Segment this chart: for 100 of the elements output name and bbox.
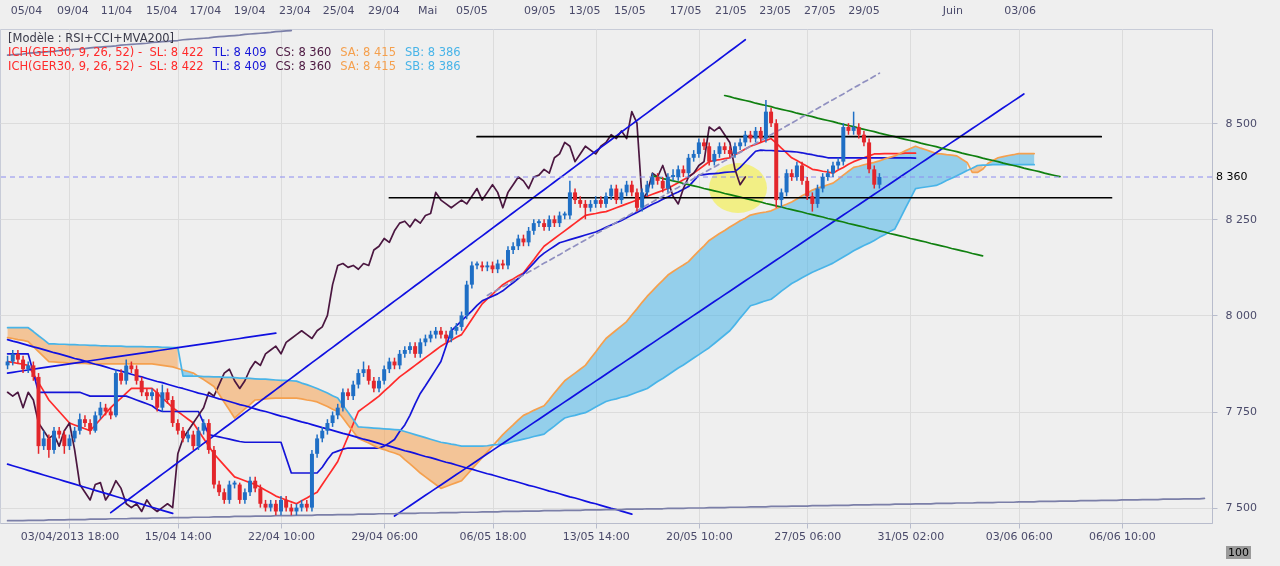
candlestick	[665, 172, 670, 194]
candlestick	[696, 137, 701, 159]
text: Juin	[942, 4, 964, 17]
candlestick	[640, 187, 645, 213]
line-series	[6, 163, 1036, 447]
text: 25/04	[322, 4, 355, 17]
line-series	[6, 497, 1206, 522]
line-series	[6, 29, 293, 56]
candlestick	[93, 410, 98, 434]
annotation: TL: 8 409	[212, 45, 267, 59]
candlestick	[31, 360, 36, 382]
annotation: SB: 8 386	[404, 59, 461, 73]
candlestick	[872, 164, 877, 190]
candlestick	[150, 387, 155, 401]
x-tick-label: 22/04 10:00	[248, 529, 315, 543]
candlestick	[794, 160, 799, 182]
candlestick	[160, 383, 165, 413]
y-tick-label: 7 500	[1225, 501, 1257, 515]
candlestick	[598, 195, 603, 209]
annotation: TL: 8 409	[212, 59, 267, 73]
candlestick	[155, 387, 160, 413]
candlestick	[815, 183, 820, 209]
candlestick	[779, 187, 784, 209]
candlestick	[258, 483, 263, 509]
candlestick	[536, 218, 541, 228]
candlestick	[686, 153, 691, 178]
text: 100	[1226, 546, 1251, 559]
candlestick	[196, 426, 201, 451]
y-tick-label: 8 500	[1225, 116, 1257, 130]
candlestick	[542, 218, 547, 232]
candlestick	[279, 495, 283, 517]
ref-line-label: 8 360	[1216, 170, 1248, 184]
y-tick-label: 8 250	[1225, 212, 1257, 226]
candlestick	[356, 368, 361, 390]
candlestick	[820, 172, 825, 194]
candlestick	[134, 364, 139, 386]
candlestick	[707, 141, 712, 167]
candlestick	[170, 395, 175, 428]
candlestick	[191, 429, 196, 451]
candlestick	[237, 481, 242, 505]
candlestick	[366, 364, 371, 386]
x-tick-label: 03/04/2013 18:00	[20, 529, 120, 543]
y-tick-label: 8 000	[1225, 308, 1257, 322]
line-series	[651, 175, 984, 257]
candlestick	[402, 345, 407, 359]
text: 23/05	[759, 4, 791, 17]
candlestick	[248, 476, 253, 497]
candlestick	[77, 412, 82, 436]
candlestick	[505, 245, 510, 271]
x-tick-label: 06/06 10:00	[1088, 529, 1156, 543]
candlestick	[459, 310, 464, 332]
annotation: SA: 8 415	[340, 59, 396, 73]
annotation: ICH(GER30, 9, 26, 52) - SL: 8 422	[8, 59, 204, 73]
text: Mai	[417, 4, 438, 17]
candlestick	[62, 429, 67, 455]
candlestick	[52, 426, 57, 455]
candlestick	[769, 107, 774, 128]
x-tick-label: 29/04 06:00	[351, 529, 419, 543]
candlestick	[46, 433, 51, 459]
text: 05/05	[455, 4, 488, 17]
annotation: [Modèle : RSI+CCI+MVA200]	[8, 31, 176, 45]
text: 09/04	[56, 4, 89, 17]
candlestick	[851, 110, 856, 136]
text: 15/04	[145, 4, 178, 17]
candlestick	[671, 168, 676, 182]
candlestick	[346, 387, 351, 401]
candlestick	[825, 168, 830, 182]
candlestick	[82, 414, 87, 428]
candlestick	[784, 168, 789, 197]
candlestick	[340, 387, 345, 413]
candlestick	[480, 260, 485, 272]
x-tick-label: 03/06 06:00	[985, 529, 1053, 543]
text: 09/05	[524, 4, 556, 17]
text: 15/05	[614, 4, 646, 17]
y-tick-label: 7 750	[1225, 405, 1257, 419]
text: 03/06	[1004, 4, 1036, 17]
candlestick	[634, 187, 639, 213]
annotation: SB: 8 386	[404, 45, 461, 59]
x-tick-label: 27/05 06:00	[774, 529, 842, 543]
candlestick	[144, 387, 149, 401]
candlestick	[139, 376, 144, 397]
candlestick	[382, 364, 387, 386]
candlestick	[810, 191, 815, 213]
candlestick	[418, 337, 423, 359]
annotation: CS: 8 360	[275, 59, 332, 73]
candlestick	[578, 195, 583, 209]
candlestick	[727, 145, 732, 159]
candlestick	[583, 199, 588, 221]
candlestick	[567, 180, 572, 221]
candlestick	[351, 380, 356, 401]
line-series	[486, 72, 881, 297]
text: 29/04	[368, 4, 400, 17]
candlestick	[800, 160, 805, 186]
candlestick	[41, 429, 46, 451]
x-tick-label: 15/04 14:00	[144, 529, 212, 543]
candlestick	[469, 260, 474, 290]
candlestick	[315, 433, 320, 459]
candlestick	[407, 341, 412, 355]
candlestick	[124, 358, 129, 386]
x-tick-label: 20/05 10:00	[665, 529, 733, 543]
